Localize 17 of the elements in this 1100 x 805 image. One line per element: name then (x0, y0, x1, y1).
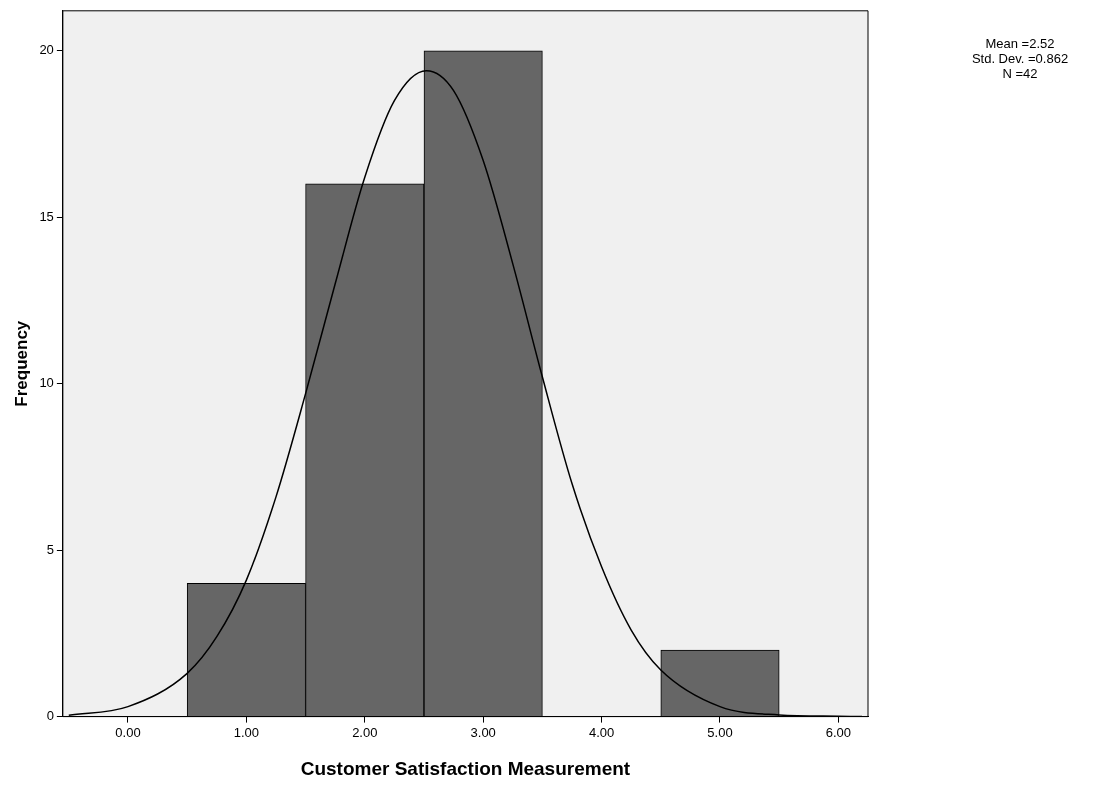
text: Std. Dev. =0.862 (971, 51, 1069, 67)
x-tick-label: 5.00 (707, 724, 733, 740)
x-tick-label: 0.00 (115, 724, 141, 740)
x-tick-label: 1.00 (233, 724, 260, 740)
x-tick-label: 6.00 (825, 724, 852, 740)
y-axis-title: Frequency (11, 320, 31, 407)
y-tick-label: 20 (39, 42, 54, 58)
text: N =42 (1002, 66, 1038, 82)
x-axis-title: Customer Satisfaction Measurement (300, 757, 631, 779)
x-tick-label: 3.00 (470, 724, 496, 740)
y-tick-label: 5 (46, 541, 54, 557)
text: Mean =2.52 (985, 36, 1055, 52)
y-tick-label: 15 (39, 208, 54, 224)
x-tick-label: 4.00 (588, 724, 615, 740)
y-tick-label: 10 (39, 375, 54, 391)
x-tick-label: 2.00 (352, 724, 378, 740)
y-tick-label: 0 (46, 708, 54, 724)
